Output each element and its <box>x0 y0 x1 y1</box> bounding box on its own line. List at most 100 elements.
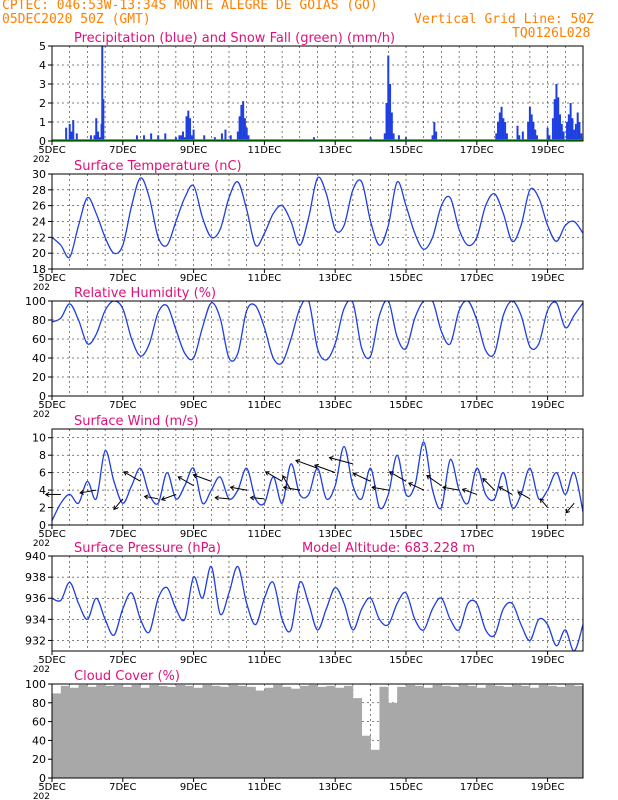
precipitation-bar <box>435 131 438 141</box>
wind-arrow-head <box>214 495 220 501</box>
y-tick-label: 6 <box>39 467 46 480</box>
cloud-cover-bar <box>326 685 336 778</box>
cloud-cover-bar <box>140 687 150 778</box>
cloud-cover-bar <box>423 687 433 778</box>
cloud-cover-bar <box>467 685 478 778</box>
panel-frame <box>51 300 584 397</box>
y-tick-label: 0 <box>39 519 46 532</box>
precipitation-bar <box>560 123 563 141</box>
wind-arrow-head <box>282 475 287 480</box>
x-tick-label: 15DEC <box>389 782 423 793</box>
wind-arrow-head <box>426 475 431 480</box>
wind-arrow-head <box>249 495 255 501</box>
precipitation-bar <box>574 123 577 141</box>
x-tick-label: 5DEC <box>38 655 65 666</box>
precipitation-bar <box>101 46 104 141</box>
precipitation-bar <box>548 135 551 141</box>
panel-title: Precipitation (blue) and Snow Fall (gree… <box>74 31 395 46</box>
precipitation-bar <box>405 137 407 141</box>
cloud-cover-bar <box>521 685 531 778</box>
cloud-cover-bar <box>529 687 540 778</box>
precipitation-bar <box>578 122 581 141</box>
x-year-label: 202 <box>33 155 50 165</box>
x-tick-label: 9DEC <box>180 273 207 284</box>
cloud-cover-bar <box>290 688 301 778</box>
wind-arrow <box>295 459 318 469</box>
cloud-cover-bar <box>317 686 327 778</box>
x-year-label: 202 <box>33 665 50 675</box>
cloud-cover-bar <box>273 684 283 778</box>
precipitation-bar <box>498 112 501 141</box>
precipitation-bar <box>553 99 556 141</box>
series-line <box>52 176 583 259</box>
wind-arrow-head <box>229 485 235 491</box>
wind-arrow <box>161 493 177 501</box>
precipitation-bar <box>180 135 183 141</box>
y-tick-label: 24 <box>32 216 46 229</box>
precipitation-bar <box>181 131 184 141</box>
y-tick-label: 1 <box>39 116 46 129</box>
cloud-cover-bar <box>52 693 62 778</box>
precipitation-bar <box>383 133 386 141</box>
cloud-cover-bar <box>175 684 186 778</box>
wind-arrow <box>215 497 230 500</box>
precipitation-bar <box>70 131 73 141</box>
x-tick-label: 19DEC <box>531 655 565 666</box>
precipitation-bar <box>236 131 239 141</box>
cloud-cover-bar <box>547 685 557 778</box>
x-tick-label: 7DEC <box>109 782 136 793</box>
precipitation-bar <box>97 131 100 141</box>
precipitation-bar <box>521 131 524 141</box>
x-tick-label: 7DEC <box>109 145 136 156</box>
x-tick-label: 11DEC <box>248 400 282 411</box>
x-tick-label: 17DEC <box>460 529 494 540</box>
precipitation-bar <box>530 114 533 141</box>
wind-arrow <box>482 478 495 491</box>
header-grid-line-note: Vertical Grid Line: 50Z <box>414 12 595 27</box>
panel-frame <box>51 45 584 142</box>
precipitation-bar <box>532 122 535 141</box>
panel-frame <box>51 683 584 779</box>
precipitation-bar <box>389 84 392 141</box>
precipitation-bar <box>247 135 250 141</box>
precipitation-bar <box>93 135 96 141</box>
cloud-cover-bar <box>131 684 141 778</box>
cloud-cover-bar <box>246 686 256 778</box>
wind-arrow <box>372 486 389 491</box>
precipitation-bar <box>220 133 223 141</box>
cloud-cover-bar <box>361 735 371 778</box>
wind-arrow-head <box>282 485 288 491</box>
x-tick-label: 9DEC <box>180 655 207 666</box>
x-tick-label: 13DEC <box>318 273 352 284</box>
precipitation-bar <box>102 99 105 141</box>
x-tick-label: 19DEC <box>531 145 565 156</box>
y-tick-label: 18 <box>32 263 46 276</box>
cloud-cover-bar <box>459 684 469 778</box>
panel-title: Surface Temperature (nC) <box>74 159 242 174</box>
wind-arrow <box>193 474 212 482</box>
wind-arrow-head <box>565 508 571 514</box>
cloud-cover-bar <box>96 684 106 778</box>
series-line <box>52 301 583 365</box>
panel-2: 18 20 22 24 26 28 30 5DEC 7DEC 9DEC 11DEC 13DEC 15DE… <box>32 159 584 293</box>
wind-arrow <box>123 471 141 482</box>
cloud-cover-bar <box>406 684 416 778</box>
header-station-line: CPTEC: 046:53W-13:34S MONTE ALEGRE DE GO… <box>2 0 378 13</box>
cloud-cover-bar <box>388 702 398 778</box>
wind-arrow <box>540 498 548 508</box>
cloud-cover-bar <box>512 684 522 778</box>
y-tick-label: 20 <box>32 753 46 766</box>
precipitation-bar <box>190 135 193 141</box>
wind-arrow-head <box>264 471 270 476</box>
panel-3: 0 20 40 60 80 100 5DEC 7DEC 9DEC 11DEC 13DEC 15DEC 1… <box>25 286 584 420</box>
y-tick-label: 8 <box>39 449 46 462</box>
x-tick-label: 13DEC <box>318 655 352 666</box>
cloud-cover-bar <box>503 686 513 778</box>
wind-arrow <box>113 498 124 510</box>
precipitation-bar <box>65 127 68 141</box>
cloud-cover-bar <box>299 685 309 778</box>
precipitation-bar <box>312 137 315 141</box>
cloud-cover-bar <box>229 684 239 778</box>
wind-arrow-head <box>388 471 394 476</box>
precipitation-bar <box>527 122 530 141</box>
